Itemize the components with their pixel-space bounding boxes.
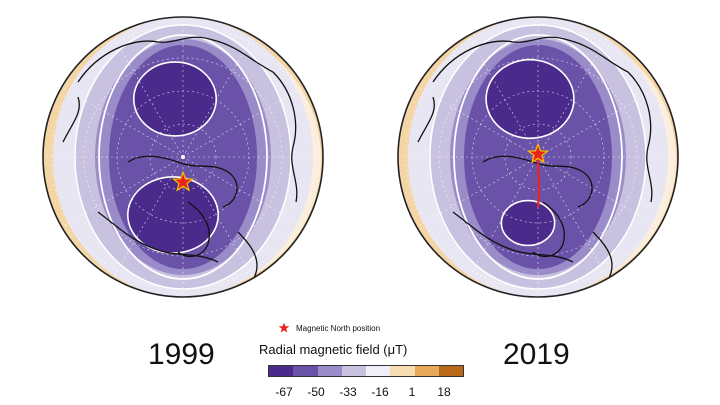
year-label-2019: 2019 — [503, 338, 570, 371]
longitude-line — [537, 35, 609, 158]
coastline — [532, 201, 565, 258]
star-icon — [278, 322, 290, 333]
coastline — [592, 231, 613, 281]
colorbar-tick-label: -50 — [307, 385, 325, 399]
coastline — [482, 155, 593, 208]
globe-1999 — [42, 16, 324, 298]
colorbar-tick-label: 18 — [437, 385, 451, 399]
flux-lobe-secondary — [500, 199, 556, 247]
latitude-line — [149, 123, 217, 191]
colorbar-ticks: -67 -50 -33 -16 1 18 — [253, 385, 479, 399]
coastline — [452, 211, 574, 263]
longitude-line — [182, 86, 305, 158]
colorbar-swatch — [366, 366, 391, 376]
colorbar-tick-label: -33 — [339, 385, 357, 399]
colorbar-swatch — [293, 366, 318, 376]
globe-2019 — [397, 16, 679, 298]
longitude-line — [182, 156, 305, 228]
coastline — [77, 36, 274, 83]
flux-lobe-canada-siberia — [485, 58, 575, 140]
longitude-line — [467, 35, 539, 158]
colorbar-tick-label: -67 — [275, 385, 293, 399]
colorbar-swatch — [341, 366, 366, 376]
coastline — [177, 201, 210, 258]
longitude-line — [467, 156, 539, 279]
latitude-line — [83, 57, 283, 257]
longitude-line — [112, 35, 184, 158]
longitude-line — [182, 156, 254, 279]
coastline — [62, 96, 80, 143]
coastline — [272, 71, 298, 203]
magnetic-north-star-icon — [526, 142, 550, 164]
longitude-line — [61, 86, 184, 158]
colorbar-swatch — [317, 366, 342, 376]
colorbar-swatch — [414, 366, 439, 376]
year-label-1999: 1999 — [148, 338, 215, 371]
colorbar-tick-label: -16 — [371, 385, 389, 399]
legend-marker-label: Magnetic North position — [296, 323, 381, 333]
legend-marker-note: Magnetic North position — [278, 322, 380, 334]
globe-outline — [397, 16, 679, 298]
colorbar-swatch — [269, 366, 294, 376]
colorbar-swatch — [438, 366, 463, 376]
coastline — [417, 96, 435, 143]
colorbar — [268, 365, 464, 377]
coastline — [97, 211, 219, 263]
coastline — [127, 155, 238, 208]
geographic-north-pole — [181, 155, 185, 159]
colorbar-swatch — [390, 366, 415, 376]
coastline — [237, 231, 258, 281]
longitude-line — [537, 156, 609, 279]
magnetic-north-star-icon — [171, 170, 195, 192]
coastline — [627, 71, 653, 203]
longitude-line — [61, 156, 184, 228]
latitude-line — [438, 57, 638, 257]
pole-track — [536, 154, 540, 208]
flux-lobe-canada-siberia — [132, 61, 218, 137]
longitude-line — [112, 156, 184, 279]
longitude-line — [182, 35, 254, 158]
colorbar-title: Radial magnetic field (μT) — [259, 342, 408, 357]
globe-outline — [42, 16, 324, 298]
colorbar-tick-label: 1 — [408, 385, 416, 399]
coastline — [432, 36, 629, 83]
